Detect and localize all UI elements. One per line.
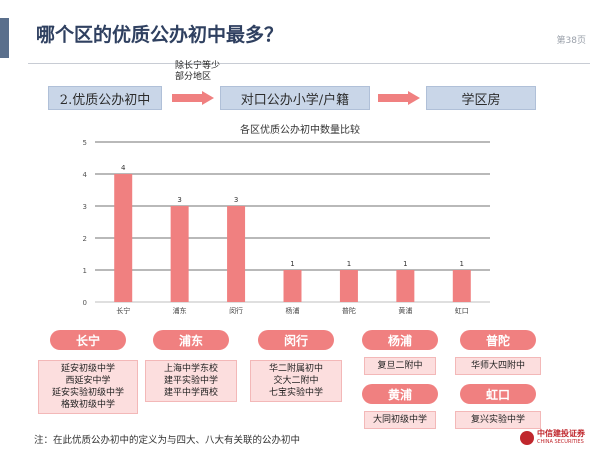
school-item: 华二附属初中 (268, 364, 323, 374)
bar-6 (396, 270, 415, 302)
bar-chart: 0 1 2 3 4 5 4 长宁 3 浦东 3 闵行 1 杨浦 1 普陀 1 黄浦 1 虹口 (83, 139, 490, 315)
bar-1 (114, 174, 133, 302)
x-tick-label: 黄浦 (398, 306, 412, 315)
logo-name: 中信建投证券 (537, 429, 585, 438)
school-item: 西延安中学 (65, 376, 111, 386)
bar-5 (339, 270, 358, 302)
company-logo: 中信建投证券 CHINA SECURITIES (520, 430, 585, 446)
x-tick-label: 闵行 (229, 306, 243, 315)
bar-2 (170, 206, 189, 302)
logo-mark-icon (520, 431, 534, 445)
data-label: 4 (121, 164, 126, 172)
school-item: 上海中学东校 (163, 364, 218, 374)
y-tick-label: 4 (83, 171, 88, 179)
footnote: 注：在此优质公办初中的定义为与四大、八大有关联的公办初中 (34, 435, 301, 446)
district-header: 浦东 (153, 330, 229, 350)
school-item: 延安初级中学 (60, 364, 115, 374)
district-header: 黄浦 (362, 384, 438, 404)
school-item: 七宝实验中学 (268, 388, 323, 398)
district-header: 长宁 (50, 330, 126, 350)
flow-arrow-2-icon (378, 91, 420, 105)
data-label: 1 (290, 260, 294, 268)
bar-4 (283, 270, 302, 302)
district-school-list: 上海中学东校 建平实验中学 建平中学西校 (145, 360, 237, 402)
school-item: 交大二附中 (273, 376, 319, 386)
data-label: 3 (177, 196, 181, 204)
bar-7 (452, 270, 471, 302)
x-tick-label: 浦东 (173, 306, 187, 315)
flow-arrow-1-icon (172, 91, 214, 105)
y-tick-label: 3 (83, 203, 87, 211)
school-item: 复旦二附中 (377, 361, 423, 371)
flow-note-line-2: 部分地区 (175, 72, 212, 82)
flow-step-2: 对口公办小学/户籍 (220, 86, 370, 110)
flow-note: 除长宁等少 部分地区 (175, 61, 220, 83)
data-label: 3 (234, 196, 238, 204)
page-number: 第38页 (556, 36, 586, 46)
district-school-list: 大同初级中学 (364, 411, 436, 429)
data-label: 1 (460, 260, 464, 268)
school-item: 建平中学西校 (163, 388, 218, 398)
district-school-list: 延安初级中学 西延安中学延安实验初级中学 格致初级中学 (38, 360, 138, 414)
x-tick-label: 长宁 (116, 306, 130, 315)
flow-note-line-1: 除长宁等少 (175, 61, 221, 71)
y-tick-label: 5 (83, 139, 87, 147)
x-tick-label: 虹口 (455, 306, 469, 315)
logo-name-en: CHINA SECURITIES (537, 439, 584, 445)
school-item: 大同初级中学 (372, 415, 427, 425)
flow-step-1: 2.优质公办初中 (48, 86, 162, 110)
school-item: 延安实验初级中学 (51, 388, 124, 398)
district-school-list: 复兴实验中学 (455, 411, 541, 429)
title-divider (28, 63, 590, 64)
district-header: 杨浦 (362, 330, 438, 350)
x-tick-label: 杨浦 (286, 306, 300, 315)
y-tick-label: 0 (83, 299, 87, 307)
district-header: 虹口 (460, 384, 536, 404)
school-item: 复兴实验中学 (470, 415, 525, 425)
district-header: 普陀 (460, 330, 536, 350)
y-tick-label: 1 (83, 267, 87, 275)
data-label: 1 (347, 260, 351, 268)
flow-step-3: 学区房 (426, 86, 536, 110)
data-label: 1 (403, 260, 407, 268)
school-item: 格致初级中学 (60, 400, 115, 410)
chart-title: 各区优质公办初中数量比较 (240, 125, 360, 136)
y-tick-label: 2 (83, 235, 87, 243)
title-accent-bar (0, 18, 9, 58)
x-tick-label: 普陀 (342, 306, 356, 315)
bar-3 (227, 206, 246, 302)
district-school-list: 华师大四附中 (455, 357, 541, 375)
school-item: 建平实验中学 (163, 376, 218, 386)
school-item: 华师大四附中 (470, 361, 525, 371)
page-title: 哪个区的优质公办初中最多？ (36, 24, 284, 46)
district-school-list: 华二附属初中 交大二附中七宝实验中学 (250, 360, 342, 402)
district-header: 闵行 (258, 330, 334, 350)
district-school-list: 复旦二附中 (364, 357, 436, 375)
